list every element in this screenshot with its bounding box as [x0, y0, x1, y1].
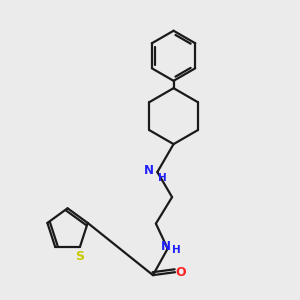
- Text: N: N: [161, 240, 171, 253]
- Text: S: S: [76, 250, 85, 263]
- Text: N: N: [144, 164, 154, 177]
- Text: H: H: [172, 245, 181, 255]
- Text: H: H: [158, 173, 167, 183]
- Text: O: O: [175, 266, 186, 279]
